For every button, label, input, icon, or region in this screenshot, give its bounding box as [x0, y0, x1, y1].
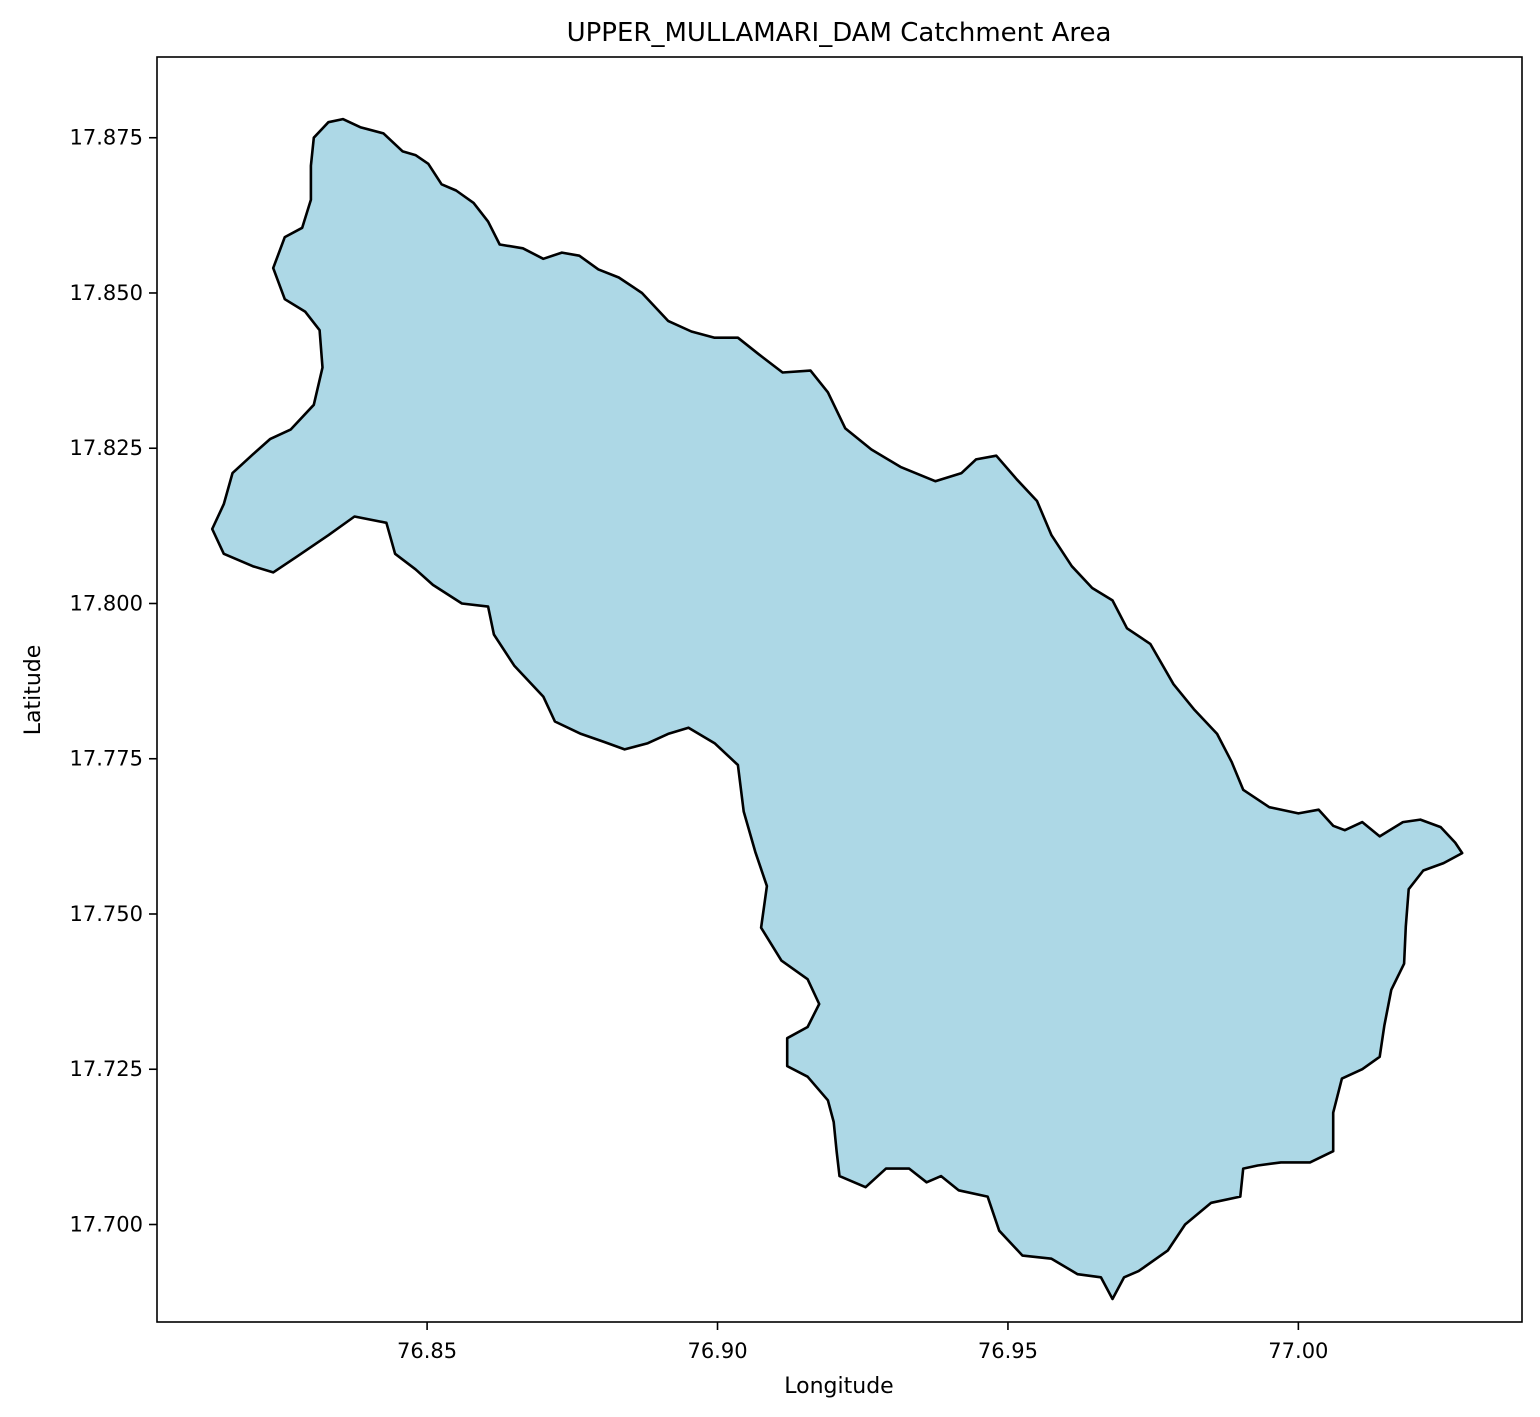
y-tick-label: 17.775: [70, 747, 143, 771]
axes-frame: [156, 56, 1523, 1323]
x-axis-label: Longitude: [784, 1374, 893, 1399]
y-tick-label: 17.750: [70, 902, 143, 926]
y-tick-label: 17.700: [70, 1213, 143, 1237]
x-tick-label: 76.90: [687, 1339, 747, 1363]
x-axis-ticks: 76.85 76.90 76.95 77.00: [397, 1322, 1328, 1363]
catchment-polygon: [210, 117, 1464, 1301]
y-axis-label: Latitude: [21, 645, 46, 736]
x-tick-label: 76.95: [978, 1339, 1038, 1363]
y-tick-label: 17.825: [70, 436, 143, 460]
x-tick-label: 76.85: [397, 1339, 457, 1363]
y-axis-ticks: 17.700 17.725 17.750 17.775 17.800 17.825 17.8…: [70, 126, 157, 1237]
map-title: UPPER_MULLAMARI_DAM Catchment Area: [567, 18, 1112, 48]
y-tick-label: 17.850: [70, 281, 143, 305]
y-tick-label: 17.800: [70, 591, 143, 615]
x-tick-label: 77.00: [1268, 1339, 1328, 1363]
y-tick-label: 17.725: [70, 1057, 143, 1081]
plot-area: [156, 56, 1523, 1323]
y-tick-label: 17.875: [70, 126, 143, 150]
